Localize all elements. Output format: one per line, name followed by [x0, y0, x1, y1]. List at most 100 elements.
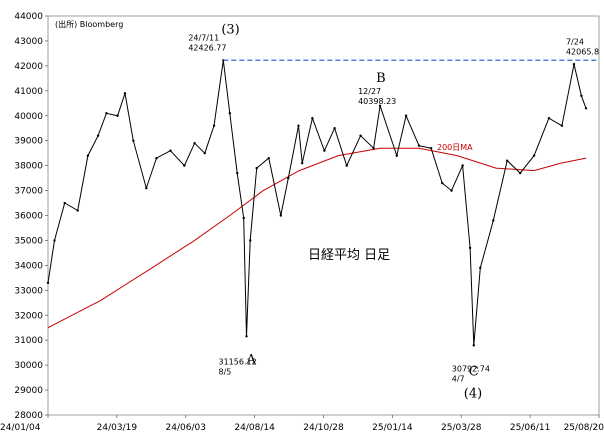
x-tick-label: 24/10/28	[303, 423, 344, 433]
x-tick-label: 24/06/03	[166, 423, 206, 433]
annotation-label: 42426.77	[188, 43, 226, 52]
price-point	[532, 154, 536, 157]
y-tick-label: 32000	[14, 311, 43, 321]
price-point	[236, 171, 239, 175]
price-point	[372, 146, 375, 150]
price-point	[468, 246, 472, 250]
price-point	[378, 104, 382, 108]
price-point	[203, 151, 206, 155]
price-point	[492, 219, 495, 222]
annotation-label: 12/27	[358, 87, 381, 96]
price-point	[297, 124, 300, 127]
annotation-label: 40398.23	[358, 97, 396, 106]
price-point	[359, 134, 362, 137]
price-point	[450, 189, 453, 192]
x-tick-label: 25/01/14	[372, 423, 413, 433]
y-tick-label: 28000	[14, 411, 43, 421]
y-tick-label: 36000	[14, 212, 43, 222]
ma-legend-label: 200日MA	[437, 143, 473, 152]
source-label: (出所) Bloomberg	[55, 19, 123, 29]
price-point	[86, 154, 90, 157]
price-point	[300, 161, 304, 165]
y-tick-label: 41000	[14, 87, 43, 97]
price-point	[584, 107, 588, 110]
price-point	[53, 239, 56, 242]
x-axis: 24/01/04 24/03/19 24/06/03 24/08/14 24/10/28…	[0, 415, 604, 433]
x-tick-label: 25/06/11	[510, 423, 550, 433]
annotation-label: 30792.74	[452, 364, 490, 373]
price-point	[404, 114, 408, 117]
price-point	[249, 239, 252, 242]
y-tick-label: 44000	[14, 12, 43, 22]
price-point	[345, 164, 348, 167]
x-tick-label: 25/08/20	[564, 423, 604, 433]
annotation-label: 31156.12	[219, 357, 257, 366]
annotation-label: 8/5	[219, 367, 232, 376]
y-tick-label: 35000	[14, 236, 43, 246]
y-tick-label: 31000	[14, 336, 43, 346]
wave-label: (4)	[464, 386, 482, 401]
price-point	[155, 156, 158, 160]
y-tick-label: 43000	[14, 37, 43, 47]
annotation-label: 4/7	[452, 374, 465, 383]
price-point	[429, 146, 433, 150]
y-tick-label: 38000	[14, 162, 43, 172]
price-point	[323, 149, 326, 152]
y-tick-label: 34000	[14, 261, 43, 271]
wave-label: B	[376, 71, 386, 86]
price-point	[145, 186, 148, 190]
price-point	[441, 181, 444, 185]
wave-label: A	[246, 352, 257, 367]
price-point	[547, 117, 551, 120]
price-point	[472, 344, 475, 347]
x-tick-label: 25/03/28	[441, 423, 482, 433]
annotation-label: 7/24	[566, 37, 584, 46]
price-point	[169, 149, 172, 152]
price-point	[63, 201, 66, 205]
annotation-label: 42065.8	[566, 47, 599, 56]
price-point	[228, 112, 232, 115]
price-point	[311, 117, 314, 120]
y-tick-label: 39000	[14, 137, 43, 147]
price-point	[417, 144, 421, 147]
x-tick-label: 24/08/14	[234, 423, 275, 433]
wave-label: (3)	[221, 22, 239, 37]
price-point	[242, 216, 245, 220]
price-point	[96, 134, 100, 137]
price-point	[395, 154, 398, 157]
x-tick-label: 24/03/19	[97, 423, 138, 433]
price-point	[255, 166, 258, 170]
y-axis: 28000 29000 30000 31000 32000 33000 34000 35000…	[14, 12, 48, 421]
price-point	[105, 112, 108, 115]
price-point	[333, 127, 336, 130]
plot-area	[47, 15, 600, 416]
price-point	[116, 114, 119, 117]
wave-label: C	[469, 364, 479, 379]
price-point	[572, 63, 576, 66]
chart-title: 日経平均 日足	[308, 248, 390, 263]
price-point	[287, 176, 290, 180]
price-point	[123, 92, 127, 95]
price-point	[193, 141, 196, 145]
y-tick-label: 40000	[14, 112, 43, 122]
y-tick-label: 42000	[14, 62, 43, 72]
x-tick-label: 24/01/04	[0, 423, 41, 433]
price-point	[580, 94, 583, 98]
price-point	[479, 266, 482, 270]
price-point	[132, 139, 135, 142]
ma-200-line	[47, 147, 587, 329]
price-point	[560, 124, 564, 127]
price-point	[245, 335, 248, 338]
y-tick-label: 33000	[14, 286, 43, 296]
price-point	[518, 171, 522, 175]
y-tick-label: 30000	[14, 361, 43, 371]
price-point	[505, 159, 509, 162]
annotation-label: 24/7/11	[188, 33, 219, 42]
price-point	[267, 156, 270, 160]
price-point	[183, 164, 186, 167]
y-tick-label: 37000	[14, 187, 43, 197]
y-tick-label: 29000	[14, 386, 43, 396]
price-point	[212, 124, 216, 127]
